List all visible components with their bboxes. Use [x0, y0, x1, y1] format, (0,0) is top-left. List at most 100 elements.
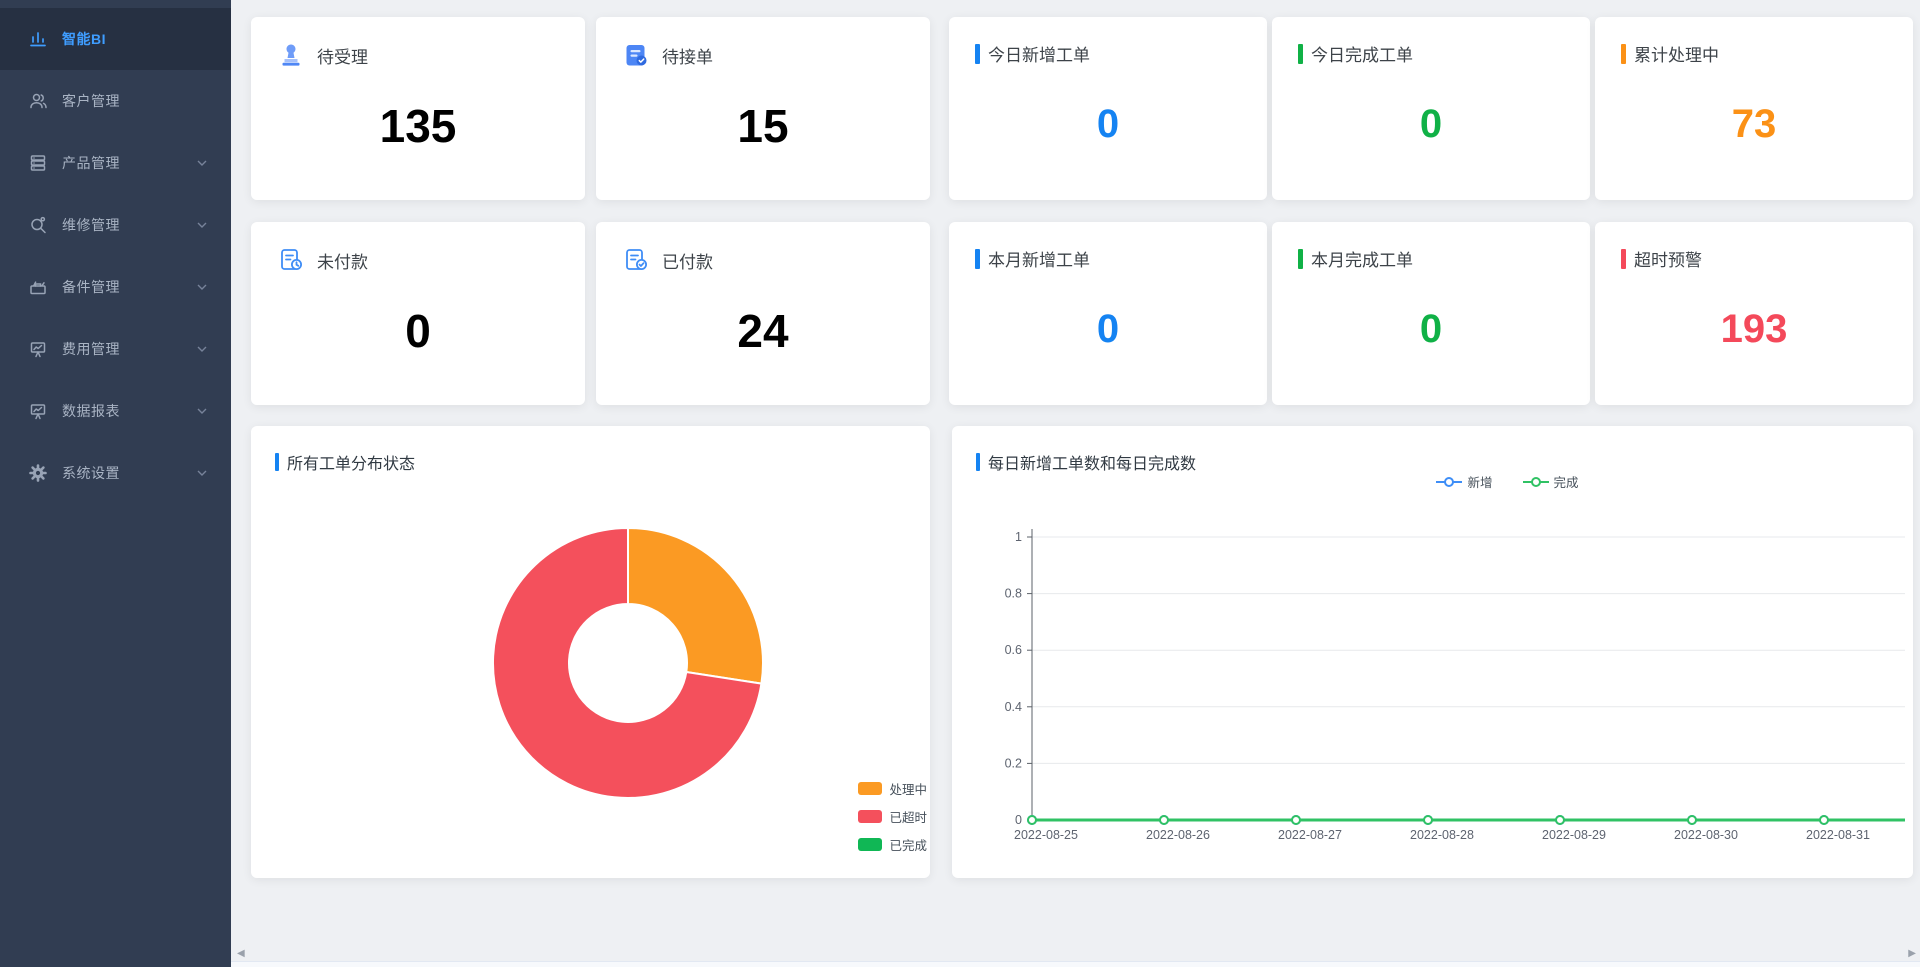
stat-card-title: 本月完成工单 [1311, 251, 1413, 270]
chevron-down-icon [197, 222, 207, 228]
stat-card-processing-total: 累计处理中 73 [1595, 17, 1913, 200]
stat-card-title: 未付款 [317, 252, 368, 272]
repair-search-icon [28, 215, 48, 235]
sidebar-item-reports[interactable]: 数据报表 [0, 380, 231, 442]
sidebar-item-label: 客户管理 [62, 93, 120, 109]
sidebar-item-label: 维修管理 [62, 217, 120, 233]
legend-item-new[interactable]: 新增 [1436, 472, 1493, 491]
stat-card-overdue-alert: 超时预警 193 [1595, 222, 1913, 405]
accent-bar [1621, 43, 1626, 64]
donut-panel-title: 所有工单分布状态 [275, 450, 415, 474]
svg-text:2022-08-30: 2022-08-30 [1674, 828, 1738, 842]
toolbox-icon [28, 277, 48, 297]
line-chart-panel: 每日新增工单数和每日完成数 新增 完成 0 0.2 0.4 0.6 0.8 1 2022-0… [952, 426, 1913, 878]
line-chart: 0 0.2 0.4 0.6 0.8 1 2022-08-25 2022-08-26 2022-0… [1005, 529, 1905, 842]
stat-card-value: 0 [1096, 307, 1120, 351]
stat-card-title: 今日新增工单 [988, 46, 1090, 65]
chevron-down-icon [197, 470, 207, 476]
invoice-clock-icon [277, 246, 305, 274]
scroll-left-icon[interactable]: ◀ [237, 948, 245, 959]
stat-card-unpaid: 未付款 0 [251, 222, 585, 405]
accent-bar [1298, 43, 1303, 64]
stat-card-paid: 已付款 24 [596, 222, 930, 405]
stat-card-value: 0 [1096, 102, 1120, 146]
svg-text:0.4: 0.4 [1005, 700, 1022, 714]
stat-card-title: 待接单 [662, 47, 713, 67]
sidebar-item-label: 系统设置 [62, 465, 120, 481]
sidebar-item-smart-bi[interactable]: 智能BI [0, 8, 231, 70]
stat-card-value: 15 [737, 100, 789, 152]
stat-card-value: 0 [1419, 307, 1443, 351]
svg-text:0.8: 0.8 [1005, 587, 1022, 601]
sidebar-item-label: 费用管理 [62, 341, 120, 357]
donut-chart-panel: 所有工单分布状态 处理中 已超时 已完成 [251, 426, 930, 878]
legend-item-done[interactable]: 完成 [1522, 472, 1579, 491]
stat-card-value: 24 [737, 305, 789, 357]
accent-bar [1621, 248, 1626, 269]
bottom-divider [231, 961, 1920, 967]
svg-text:2022-08-31: 2022-08-31 [1806, 828, 1870, 842]
line-legend: 新增 完成 [1027, 472, 1913, 491]
stat-card-title: 待受理 [317, 47, 368, 67]
stat-card-value: 73 [1731, 102, 1777, 146]
svg-text:2022-08-25: 2022-08-25 [1014, 828, 1078, 842]
sidebar-item-customers[interactable]: 客户管理 [0, 70, 231, 132]
sidebar-item-products[interactable]: 产品管理 [0, 132, 231, 194]
sidebar-item-settings[interactable]: 系统设置 [0, 442, 231, 504]
stat-card-title: 本月新增工单 [988, 251, 1090, 270]
stat-card-value: 193 [1720, 307, 1788, 351]
svg-text:2022-08-29: 2022-08-29 [1542, 828, 1606, 842]
stat-card-month-new: 本月新增工单 0 [949, 222, 1267, 405]
stat-card-today-new: 今日新增工单 0 [949, 17, 1267, 200]
chevron-down-icon [197, 346, 207, 352]
svg-text:2022-08-28: 2022-08-28 [1410, 828, 1474, 842]
stat-card-title: 超时预警 [1634, 251, 1702, 270]
svg-text:1: 1 [1015, 530, 1022, 544]
stat-card-value: 0 [1419, 102, 1443, 146]
legend-swatch [858, 838, 883, 851]
chevron-down-icon [197, 408, 207, 414]
stamp-icon [277, 41, 305, 69]
bar-chart-icon [28, 29, 48, 49]
accent-bar [975, 43, 980, 64]
sidebar-item-label: 备件管理 [62, 279, 120, 295]
sidebar-item-label: 数据报表 [62, 403, 120, 419]
report-board-icon [28, 401, 48, 421]
donut-chart [491, 526, 764, 799]
line-panel-title: 每日新增工单数和每日完成数 [976, 450, 1196, 474]
svg-text:2022-08-26: 2022-08-26 [1146, 828, 1210, 842]
donut-legend: 处理中 已超时 已完成 [858, 770, 927, 854]
accent-bar [275, 453, 279, 471]
sidebar-item-expenses[interactable]: 费用管理 [0, 318, 231, 380]
stat-card-title: 已付款 [662, 252, 713, 272]
legend-item-completed[interactable]: 已完成 [858, 835, 927, 854]
accent-bar [975, 248, 980, 269]
stat-card-today-done: 今日完成工单 0 [1272, 17, 1590, 200]
svg-text:0.6: 0.6 [1005, 643, 1022, 657]
sidebar-item-label: 产品管理 [62, 155, 120, 171]
sidebar-item-label: 智能BI [62, 31, 106, 47]
stat-card-month-done: 本月完成工单 0 [1272, 222, 1590, 405]
stat-card-value: 0 [405, 305, 431, 357]
products-stack-icon [28, 153, 48, 173]
chevron-down-icon [197, 284, 207, 290]
svg-text:0: 0 [1015, 813, 1022, 827]
users-icon [28, 91, 48, 111]
legend-swatch [858, 782, 883, 795]
sidebar-item-repair[interactable]: 维修管理 [0, 194, 231, 256]
sidebar: 智能BI 客户管理 产品管理 维修管理 [0, 0, 231, 967]
horizontal-scrollbar[interactable]: ◀ ▶ [231, 947, 1920, 961]
legend-swatch [858, 810, 883, 823]
expense-board-icon [28, 339, 48, 359]
stat-card-pending-orders: 待接单 15 [596, 17, 930, 200]
stat-card-title: 今日完成工单 [1311, 46, 1413, 65]
clipboard-icon [622, 41, 650, 69]
scroll-right-icon[interactable]: ▶ [1908, 948, 1916, 959]
legend-item-overdue[interactable]: 已超时 [858, 807, 927, 826]
stat-card-title: 累计处理中 [1634, 46, 1719, 65]
sidebar-item-spare-parts[interactable]: 备件管理 [0, 256, 231, 318]
invoice-check-icon [622, 246, 650, 274]
stat-card-pending-acceptance: 待受理 135 [251, 17, 585, 200]
accent-bar [1298, 248, 1303, 269]
legend-item-processing[interactable]: 处理中 [858, 779, 927, 798]
